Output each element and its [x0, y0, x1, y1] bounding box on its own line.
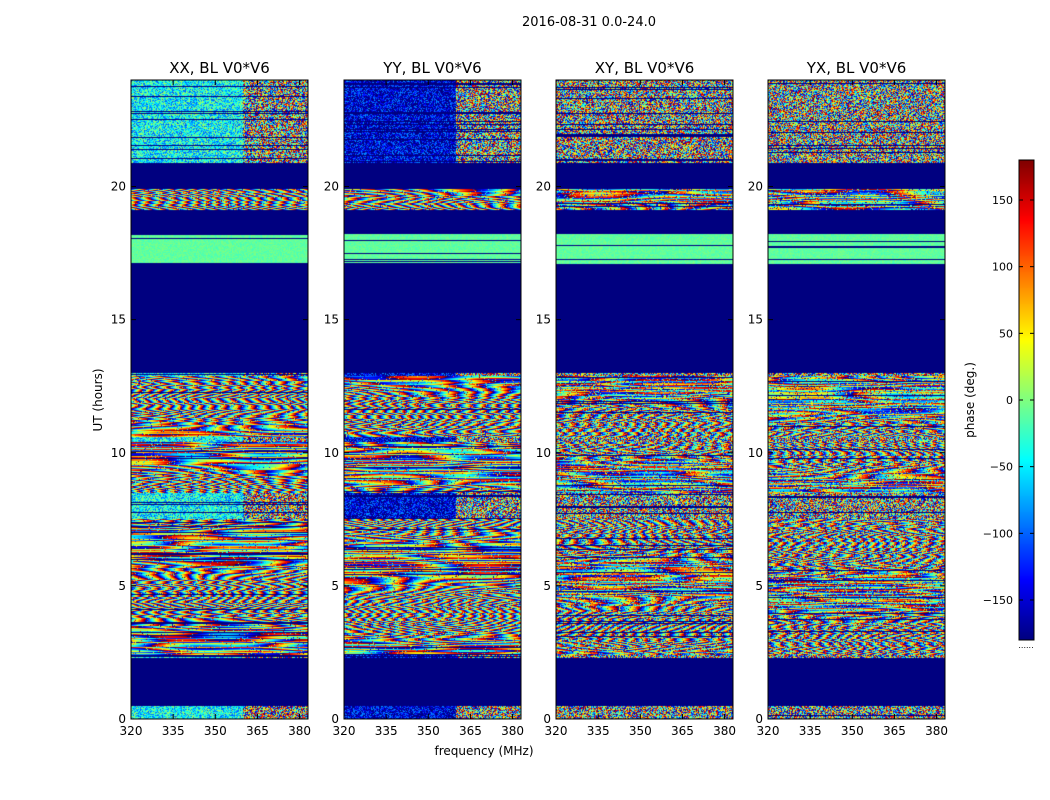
x-tick-label: 365: [246, 724, 269, 738]
x-tick-label: 380: [713, 724, 736, 738]
panel-title: YY, BL V0*V6: [382, 59, 481, 77]
colorbar-gradient: [1019, 160, 1034, 640]
x-tick-label: 350: [629, 724, 652, 738]
panel-4: YX, BL V0*V6 320 335 350 365 380 0 5 10 15 20: [748, 59, 948, 738]
panel-title: XY, BL V0*V6: [595, 59, 695, 77]
panel-3: XY, BL V0*V6 320 335 350 365 380 0 5 10 15 20: [536, 59, 736, 738]
y-tick-label: 15: [324, 313, 339, 327]
heatmap-image: [768, 80, 945, 719]
heatmap-image: [131, 80, 308, 719]
plot-frame: [343, 79, 522, 720]
y-axis-label: UT (hours): [91, 368, 105, 431]
y-tick-label: 5: [331, 579, 339, 593]
y-tick-label: 5: [543, 579, 551, 593]
y-tick-label: 20: [324, 180, 339, 194]
y-tick-label: 15: [536, 313, 551, 327]
x-tick-label: 335: [375, 724, 398, 738]
x-tick-label: 380: [925, 724, 948, 738]
plot-frame: [555, 79, 734, 720]
y-tick-label: 10: [536, 446, 551, 460]
colorbar: 150 100 50 0 −50 −100 −150: [983, 159, 1035, 641]
colorbar-offset-text: ......: [1018, 641, 1033, 650]
colorbar-tick-label: −100: [983, 527, 1013, 540]
x-tick-label: 335: [587, 724, 610, 738]
x-tick-label: 350: [841, 724, 864, 738]
x-tick-label: 380: [501, 724, 524, 738]
x-axis-label: frequency (MHz): [434, 744, 533, 758]
x-tick-label: 335: [799, 724, 822, 738]
plot-frame: [767, 79, 946, 720]
x-tick-label: 320: [757, 724, 780, 738]
panel-title: XX, BL V0*V6: [169, 59, 270, 77]
y-tick-label: 10: [111, 446, 126, 460]
y-tick-label: 15: [111, 313, 126, 327]
x-tick-label: 350: [204, 724, 227, 738]
panel-2: YY, BL V0*V6 320 335 350 365 380 0 5 10 15 20: [324, 59, 524, 738]
panel-1: XX, BL V0*V6 320 335 350 365 380 0 5 10 15 20: [111, 59, 311, 738]
panel-title: YX, BL V0*V6: [806, 59, 907, 77]
x-tick-label: 320: [120, 724, 143, 738]
x-tick-label: 320: [333, 724, 356, 738]
y-tick-label: 10: [748, 446, 763, 460]
plot-frame: [130, 79, 309, 720]
y-tick-label: 0: [543, 712, 551, 726]
y-tick-label: 0: [331, 712, 339, 726]
colorbar-label: phase (deg.): [963, 362, 977, 438]
y-tick-label: 10: [324, 446, 339, 460]
colorbar-tick-label: −150: [983, 594, 1013, 607]
colorbar-tick-label: 0: [1006, 394, 1013, 407]
colorbar-tick-label: 50: [999, 327, 1013, 340]
y-tick-label: 20: [748, 180, 763, 194]
colorbar-tick-label: 100: [992, 261, 1013, 274]
colorbar-tick-label: −50: [990, 461, 1013, 474]
y-tick-label: 15: [748, 313, 763, 327]
x-tick-label: 365: [883, 724, 906, 738]
y-tick-label: 5: [118, 579, 126, 593]
colorbar-tick-label: 150: [992, 194, 1013, 207]
y-tick-label: 0: [118, 712, 126, 726]
x-tick-label: 365: [459, 724, 482, 738]
y-tick-label: 5: [755, 579, 763, 593]
figure-title: 2016-08-31 0.0-24.0: [522, 15, 656, 30]
x-tick-label: 335: [162, 724, 185, 738]
x-tick-label: 350: [417, 724, 440, 738]
heatmap-image: [344, 80, 521, 719]
heatmap-image: [556, 80, 733, 719]
x-tick-label: 320: [545, 724, 568, 738]
y-tick-label: 0: [755, 712, 763, 726]
x-tick-label: 365: [671, 724, 694, 738]
x-tick-label: 380: [288, 724, 311, 738]
y-tick-label: 20: [111, 180, 126, 194]
y-tick-label: 20: [536, 180, 551, 194]
